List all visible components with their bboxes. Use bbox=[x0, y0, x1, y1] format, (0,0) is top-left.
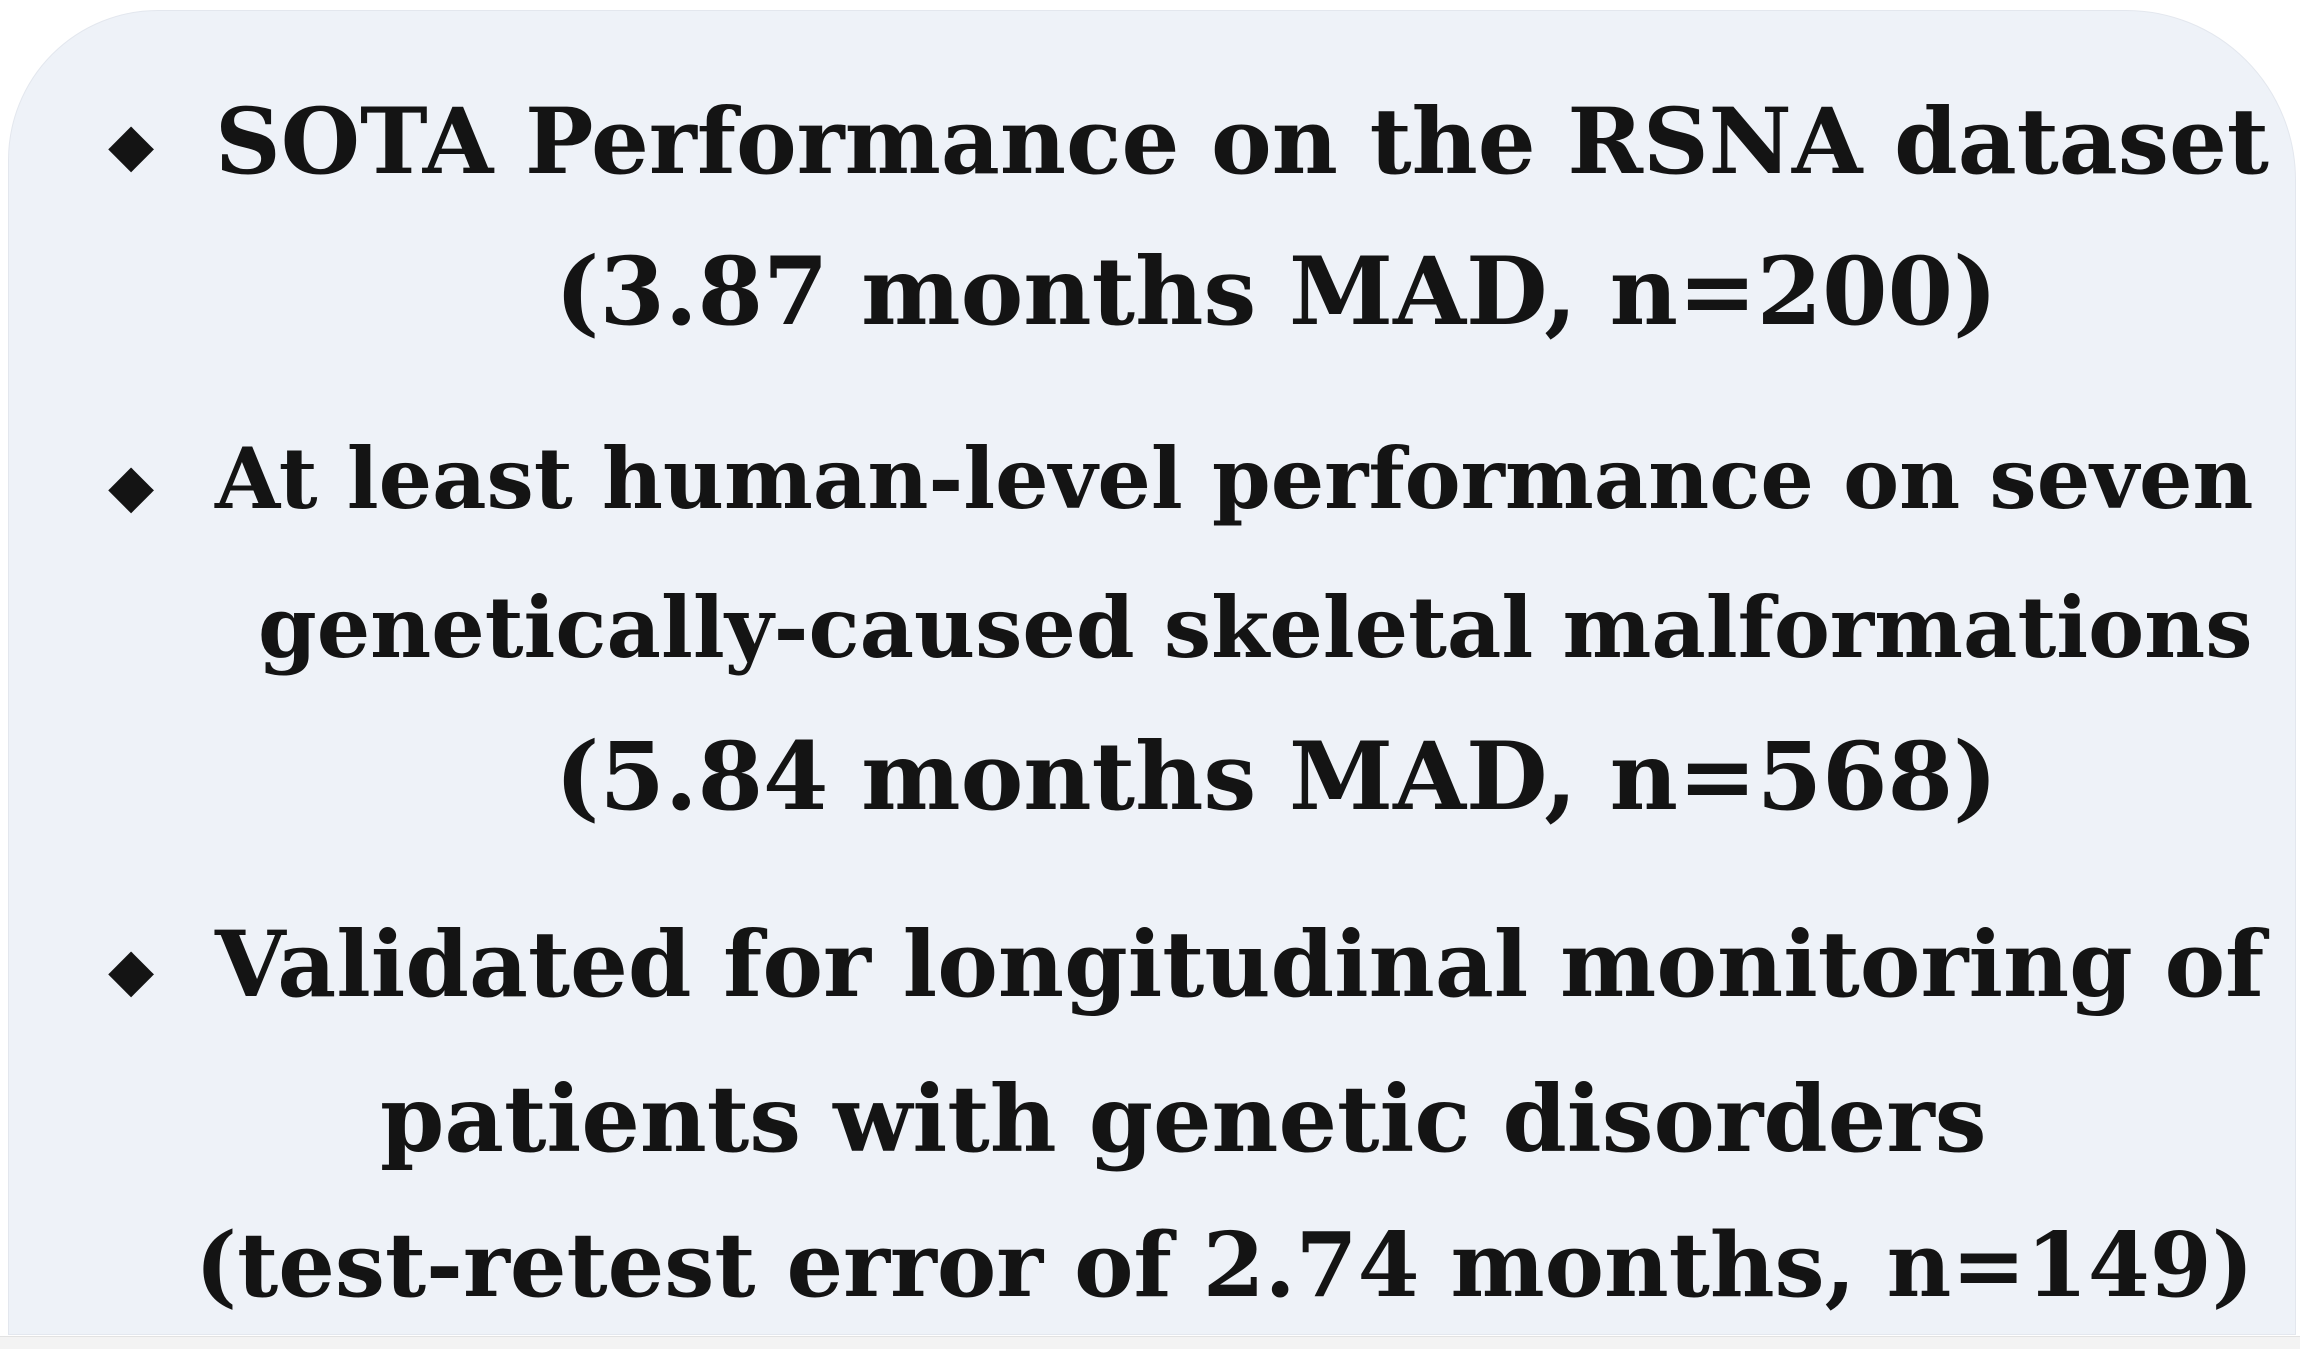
diamond-bullet-icon: ◆ bbox=[108, 451, 155, 521]
bullet-2-line-3: (5.84 months MAD, n=568) bbox=[555, 722, 1998, 832]
bullet-1-line-1: SOTA Performance on the RSNA dataset bbox=[215, 89, 2269, 195]
content-card bbox=[8, 10, 2296, 1335]
diamond-bullet-icon: ◆ bbox=[108, 110, 155, 180]
bullet-2-line-2: genetically-caused skeletal malformation… bbox=[258, 578, 2253, 677]
diamond-bullet-icon: ◆ bbox=[108, 935, 155, 1005]
bullet-3-line-3: (test-retest error of 2.74 months, n=149… bbox=[195, 1212, 2254, 1317]
bottom-strip bbox=[0, 1336, 2300, 1349]
bullet-2-line-1: At least human-level performance on seve… bbox=[215, 429, 2254, 528]
bullet-3-line-2: patients with genetic disorders bbox=[380, 1065, 1987, 1173]
bullet-1-line-2: (3.87 months MAD, n=200) bbox=[555, 237, 1998, 347]
bullet-3-line-1: Validated for longitudinal monitoring of bbox=[215, 912, 2265, 1018]
